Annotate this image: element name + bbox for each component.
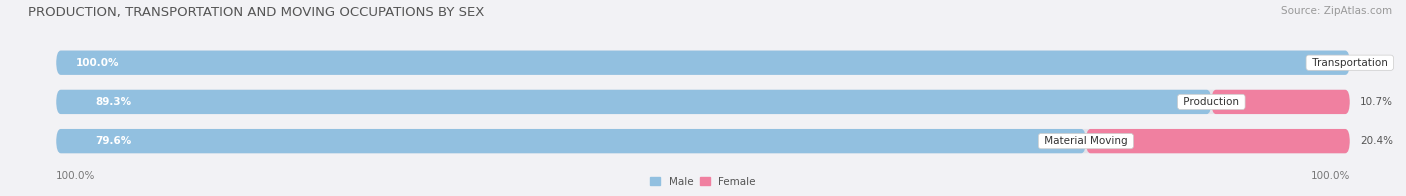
FancyBboxPatch shape	[1085, 129, 1350, 153]
Text: Transportation: Transportation	[1309, 58, 1391, 68]
Text: 10.7%: 10.7%	[1360, 97, 1393, 107]
Text: PRODUCTION, TRANSPORTATION AND MOVING OCCUPATIONS BY SEX: PRODUCTION, TRANSPORTATION AND MOVING OC…	[28, 6, 485, 19]
FancyBboxPatch shape	[56, 90, 1350, 114]
Text: 100.0%: 100.0%	[76, 58, 120, 68]
Legend: Male, Female: Male, Female	[650, 177, 756, 187]
FancyBboxPatch shape	[56, 51, 1350, 75]
FancyBboxPatch shape	[56, 129, 1085, 153]
Text: 79.6%: 79.6%	[96, 136, 131, 146]
Text: Source: ZipAtlas.com: Source: ZipAtlas.com	[1281, 6, 1392, 16]
Text: 100.0%: 100.0%	[56, 171, 96, 181]
FancyBboxPatch shape	[1212, 90, 1350, 114]
Text: 0.0%: 0.0%	[1360, 58, 1386, 68]
Text: Production: Production	[1180, 97, 1243, 107]
FancyBboxPatch shape	[56, 129, 1350, 153]
Text: 100.0%: 100.0%	[1310, 171, 1350, 181]
FancyBboxPatch shape	[56, 90, 1212, 114]
Text: 20.4%: 20.4%	[1360, 136, 1393, 146]
Text: 89.3%: 89.3%	[96, 97, 131, 107]
Text: Material Moving: Material Moving	[1040, 136, 1130, 146]
FancyBboxPatch shape	[56, 51, 1350, 75]
